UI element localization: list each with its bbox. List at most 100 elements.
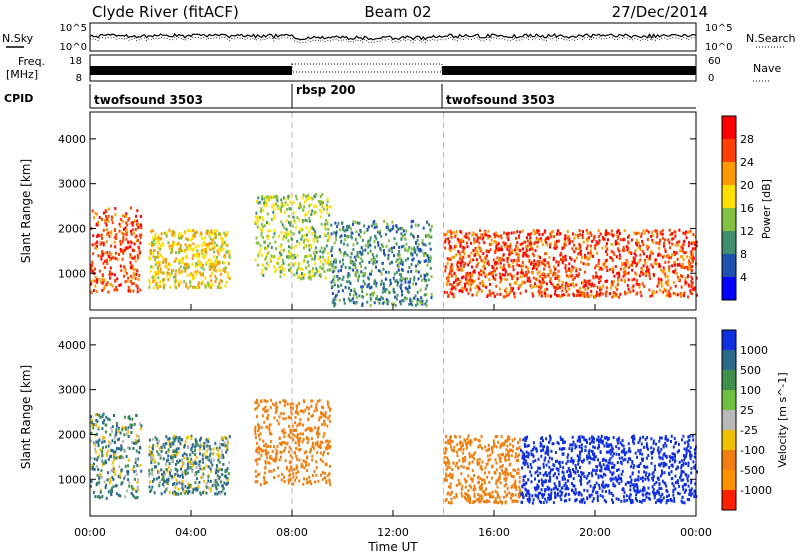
- scatter-cell: [518, 453, 521, 457]
- scatter-cell: [321, 267, 323, 271]
- scatter-cell: [464, 459, 467, 462]
- scatter-cell: [487, 259, 490, 263]
- scatter-cell: [616, 271, 619, 275]
- scatter-cell: [287, 221, 290, 225]
- scatter-cell: [519, 438, 522, 442]
- scatter-cell: [630, 238, 633, 242]
- scatter-cell: [105, 283, 108, 287]
- scatter-cell: [127, 416, 130, 420]
- scatter-cell: [264, 199, 267, 203]
- scatter-cell: [96, 474, 99, 477]
- scatter-cell: [305, 450, 307, 454]
- scatter-cell: [520, 448, 522, 452]
- scatter-cell: [257, 201, 260, 205]
- scatter-cell: [499, 280, 502, 284]
- scatter-cell: [389, 281, 392, 285]
- scatter-cell: [319, 458, 322, 462]
- scatter-cell: [309, 449, 312, 452]
- scatter-cell: [482, 282, 485, 286]
- scatter-cell: [469, 496, 472, 500]
- scatter-cell: [94, 447, 97, 451]
- scatter-cell: [593, 235, 596, 239]
- scatter-cell: [371, 291, 374, 295]
- scatter-cell: [584, 281, 587, 285]
- scatter-cell: [305, 244, 307, 248]
- scatter-cell: [93, 216, 95, 220]
- scatter-cell: [174, 484, 177, 488]
- scatter-cell: [659, 474, 662, 478]
- scatter-cell: [480, 233, 482, 237]
- scatter-cell: [462, 246, 465, 250]
- scatter-cell: [462, 451, 465, 455]
- scatter-cell: [265, 261, 268, 265]
- scatter-cell: [528, 495, 531, 499]
- scatter-cell: [474, 451, 477, 455]
- scatter-cell: [177, 492, 180, 496]
- scatter-cell: [392, 276, 395, 280]
- scatter-cell: [583, 438, 586, 442]
- scatter-cell: [206, 444, 209, 448]
- scatter-cell: [518, 234, 520, 238]
- scatter-cell: [534, 282, 537, 286]
- scatter-cell: [571, 265, 574, 269]
- scatter-cell: [544, 252, 547, 256]
- scatter-cell: [121, 249, 124, 253]
- scatter-cell: [205, 261, 208, 265]
- scatter-cell: [287, 481, 290, 485]
- scatter-cell: [178, 459, 181, 463]
- scatter-cell: [452, 295, 455, 299]
- scatter-cell: [689, 291, 692, 295]
- scatter-cell: [511, 251, 514, 255]
- scatter-cell: [393, 246, 395, 250]
- scatter-cell: [209, 452, 212, 456]
- scatter-cell: [175, 286, 178, 290]
- scatter-cell: [530, 449, 533, 453]
- scatter-cell: [373, 279, 376, 283]
- scatter-cell: [566, 459, 569, 463]
- scatter-cell: [120, 482, 123, 486]
- scatter-cell: [669, 233, 672, 237]
- scatter-cell: [521, 271, 524, 275]
- scatter-cell: [608, 292, 611, 296]
- scatter-cell: [609, 256, 612, 259]
- scatter-cell: [302, 246, 305, 250]
- scatter-cell: [205, 481, 208, 485]
- scatter-cell: [325, 481, 328, 484]
- scatter-cell: [605, 265, 608, 269]
- scatter-cell: [126, 279, 129, 283]
- scatter-cell: [323, 471, 326, 475]
- scatter-cell: [614, 285, 617, 289]
- scatter-cell: [100, 280, 103, 284]
- scatter-cell: [120, 455, 123, 459]
- scatter-cell: [163, 277, 166, 281]
- scatter-cell: [171, 459, 174, 463]
- scatter-cell: [620, 499, 623, 503]
- scatter-cell: [202, 248, 205, 252]
- scatter-cell: [616, 288, 619, 291]
- scatter-cell: [266, 417, 269, 421]
- scatter-cell: [281, 267, 284, 271]
- scatter-cell: [277, 474, 280, 478]
- scatter-cell: [181, 454, 184, 457]
- scatter-cell: [180, 465, 183, 468]
- scatter-cell: [165, 468, 168, 472]
- scatter-cell: [158, 239, 161, 243]
- scatter-cell: [650, 251, 653, 255]
- noise-tick-right-low: 10^0: [705, 42, 732, 53]
- scatter-cell: [459, 482, 461, 486]
- scatter-cell: [263, 224, 266, 228]
- scatter-cell: [636, 262, 639, 266]
- scatter-cell: [456, 263, 459, 267]
- scatter-cell: [128, 417, 131, 421]
- scatter-cell: [558, 279, 561, 283]
- scatter-cell: [332, 280, 335, 283]
- scatter-cell: [474, 487, 477, 491]
- scatter-cell: [667, 279, 670, 282]
- scatter-cell: [393, 272, 396, 276]
- scatter-cell: [638, 244, 641, 248]
- scatter-cell: [339, 251, 342, 254]
- scatter-cell: [611, 295, 614, 299]
- scatter-cell: [537, 229, 540, 233]
- scatter-cell: [509, 272, 512, 276]
- scatter-cell: [629, 475, 632, 479]
